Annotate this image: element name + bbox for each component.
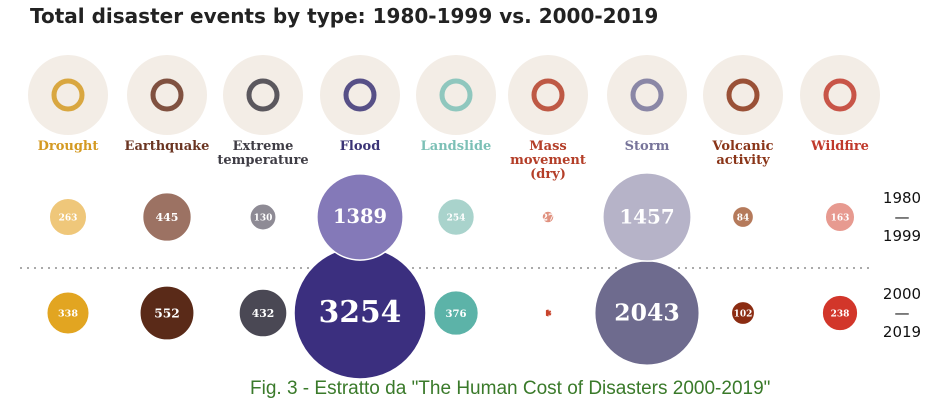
bubble <box>139 285 195 341</box>
value-label: 445 <box>156 211 179 224</box>
bubble <box>821 294 859 332</box>
icons <box>28 55 880 135</box>
icon-shape <box>343 78 377 112</box>
bubble <box>541 210 555 224</box>
value-label: 163 <box>831 214 850 224</box>
bubble <box>731 205 755 229</box>
icon-shape <box>150 78 184 112</box>
icon-background <box>28 55 108 135</box>
caption: Fig. 3 - Estratto da "The Human Cost of … <box>250 378 771 399</box>
category-label: Volcanic activity <box>712 139 774 168</box>
bubble <box>316 173 404 261</box>
value-label: 27 <box>542 214 555 224</box>
category-label: Earthquake <box>124 139 210 154</box>
value-label: 2043 <box>614 299 679 327</box>
legend-entry: 1980 — 1999 <box>882 189 922 245</box>
category-label: Flood <box>339 139 381 154</box>
icon-background <box>607 55 687 135</box>
bubble <box>824 201 856 233</box>
icon-shape <box>726 78 760 112</box>
icon-background <box>320 55 400 135</box>
bubble <box>238 288 288 338</box>
value-label: 102 <box>734 310 753 320</box>
value-label: 238 <box>831 310 850 320</box>
icon-background <box>703 55 783 135</box>
bubble <box>436 197 476 237</box>
icon-background <box>800 55 880 135</box>
value-label: 1389 <box>333 205 387 228</box>
bubble <box>432 289 480 337</box>
category-label: Landslide <box>420 139 492 154</box>
value-label: 552 <box>154 307 180 321</box>
bubble <box>249 203 277 231</box>
icon-background <box>223 55 303 135</box>
category-label: Mass movement (dry) <box>510 139 586 182</box>
value-label: 3254 <box>319 295 402 330</box>
category-label: Storm <box>624 139 670 154</box>
icon-shape <box>630 78 664 112</box>
icon-shape <box>531 78 565 112</box>
value-label: 338 <box>58 309 78 320</box>
value-label: 130 <box>254 214 273 224</box>
value-label: 376 <box>445 309 466 320</box>
bubble <box>543 308 553 318</box>
value-label: 84 <box>737 214 750 224</box>
category-label: Extreme temperature <box>217 139 309 168</box>
icon-background <box>416 55 496 135</box>
legend-entry: 2000 — 2019 <box>882 285 922 341</box>
bubble <box>48 197 88 237</box>
bubble <box>730 300 756 326</box>
icon-background <box>127 55 207 135</box>
value-label: 254 <box>447 214 466 224</box>
icon-shape <box>823 78 857 112</box>
icon-shape <box>439 78 473 112</box>
chart-title: Total disaster events by type: 1980-1999… <box>30 4 659 28</box>
category-label: Wildfire <box>811 139 869 154</box>
value-label: 1457 <box>619 205 674 229</box>
icon-shape <box>51 78 85 112</box>
icon-shape <box>246 78 280 112</box>
value-label: 13 <box>542 310 555 320</box>
bubble <box>602 172 692 262</box>
value-label: 432 <box>252 307 275 320</box>
value-label: 263 <box>59 214 78 224</box>
icon-background <box>508 55 588 135</box>
category-label: Drought <box>37 139 99 154</box>
bubble <box>45 290 91 336</box>
bubble <box>141 191 193 243</box>
